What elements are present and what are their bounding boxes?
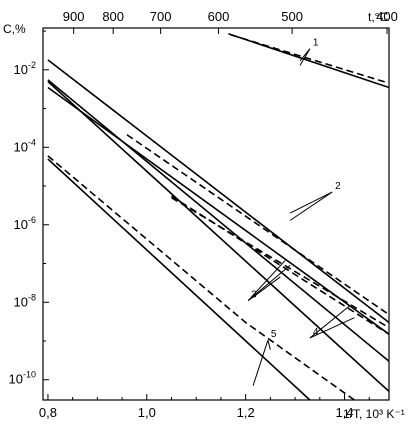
bottom-tick-label: 0,8 — [39, 405, 57, 420]
solid-series-line-3 — [47, 59, 390, 324]
top-tick-label: 400 — [376, 9, 398, 24]
x-axis-title-top: t,°C — [368, 10, 388, 24]
bottom-tick-label: 1,4 — [335, 405, 353, 420]
annotations-group: 1 2 3 4 5 — [247, 38, 355, 386]
annotation-leader-line — [289, 191, 333, 214]
left-tick-label: 10-2 — [14, 60, 36, 77]
y-axis-title: C,% — [3, 22, 26, 36]
tick-labels: 0,8 1,0 1,2 1,4 900 800 700 600 500 400 10-2 10-4 10… — [9, 9, 398, 420]
annotation-label-3: 3 — [251, 290, 257, 301]
annotation-leader-line — [247, 276, 281, 302]
dashed-series-line-11 — [47, 155, 355, 401]
annotation-label-4: 4 — [313, 327, 319, 338]
solid-series-line-9 — [47, 80, 390, 392]
dashed-series-line-7 — [171, 195, 390, 335]
bottom-tick-label: 1,0 — [138, 405, 156, 420]
solid-series-line-5 — [47, 86, 390, 335]
x-axis-title-bottom: 1/T, 10³ K⁻¹ — [343, 407, 405, 421]
annotation-label-1: 1 — [313, 38, 319, 49]
annotation-leader-line — [309, 305, 350, 339]
annotation-leader-line — [299, 48, 311, 62]
dashed-series-line-4 — [126, 134, 390, 316]
annotation-leader-line — [267, 340, 271, 350]
top-tick-label: 500 — [281, 9, 303, 24]
annotation-leader-line — [252, 340, 269, 386]
annotation-leader-line — [247, 260, 286, 301]
solid-series-line-10 — [47, 158, 311, 401]
annotation-label-5: 5 — [271, 329, 277, 340]
top-tick-label: 900 — [63, 9, 85, 24]
annotation-label-2: 2 — [335, 181, 341, 192]
bottom-tick-label: 1,2 — [237, 405, 255, 420]
annotation-leader-line — [247, 264, 291, 302]
top-tick-label: 700 — [150, 9, 172, 24]
annotation-leader-line — [309, 317, 355, 339]
left-tick-label: 10-8 — [14, 292, 36, 309]
top-tick-label: 600 — [208, 9, 230, 24]
annotation-leader-line — [289, 191, 333, 221]
top-tick-label: 800 — [102, 9, 124, 24]
dashed-series-line-2 — [230, 34, 390, 84]
series-group — [47, 33, 390, 401]
left-tick-label: 10-10 — [9, 370, 36, 387]
left-tick-label: 10-4 — [14, 137, 36, 154]
solid-series-line-8 — [47, 79, 390, 362]
tick-marks — [43, 28, 388, 400]
plot-frame — [42, 27, 390, 401]
left-tick-label: 10-6 — [14, 215, 36, 232]
dashed-series-line-6 — [171, 197, 390, 329]
